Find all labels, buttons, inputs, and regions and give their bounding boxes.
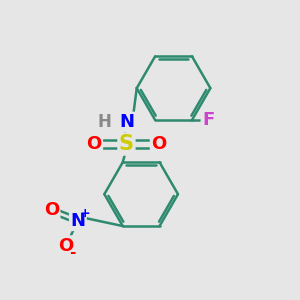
Text: S: S <box>119 134 134 154</box>
Text: N: N <box>70 212 86 230</box>
Text: O: O <box>44 201 59 219</box>
Text: F: F <box>202 111 214 129</box>
Text: N: N <box>119 113 134 131</box>
Text: -: - <box>69 245 76 260</box>
Text: +: + <box>80 207 91 220</box>
Text: O: O <box>151 135 166 153</box>
Text: O: O <box>86 135 102 153</box>
Text: H: H <box>98 113 111 131</box>
Text: O: O <box>58 237 74 255</box>
